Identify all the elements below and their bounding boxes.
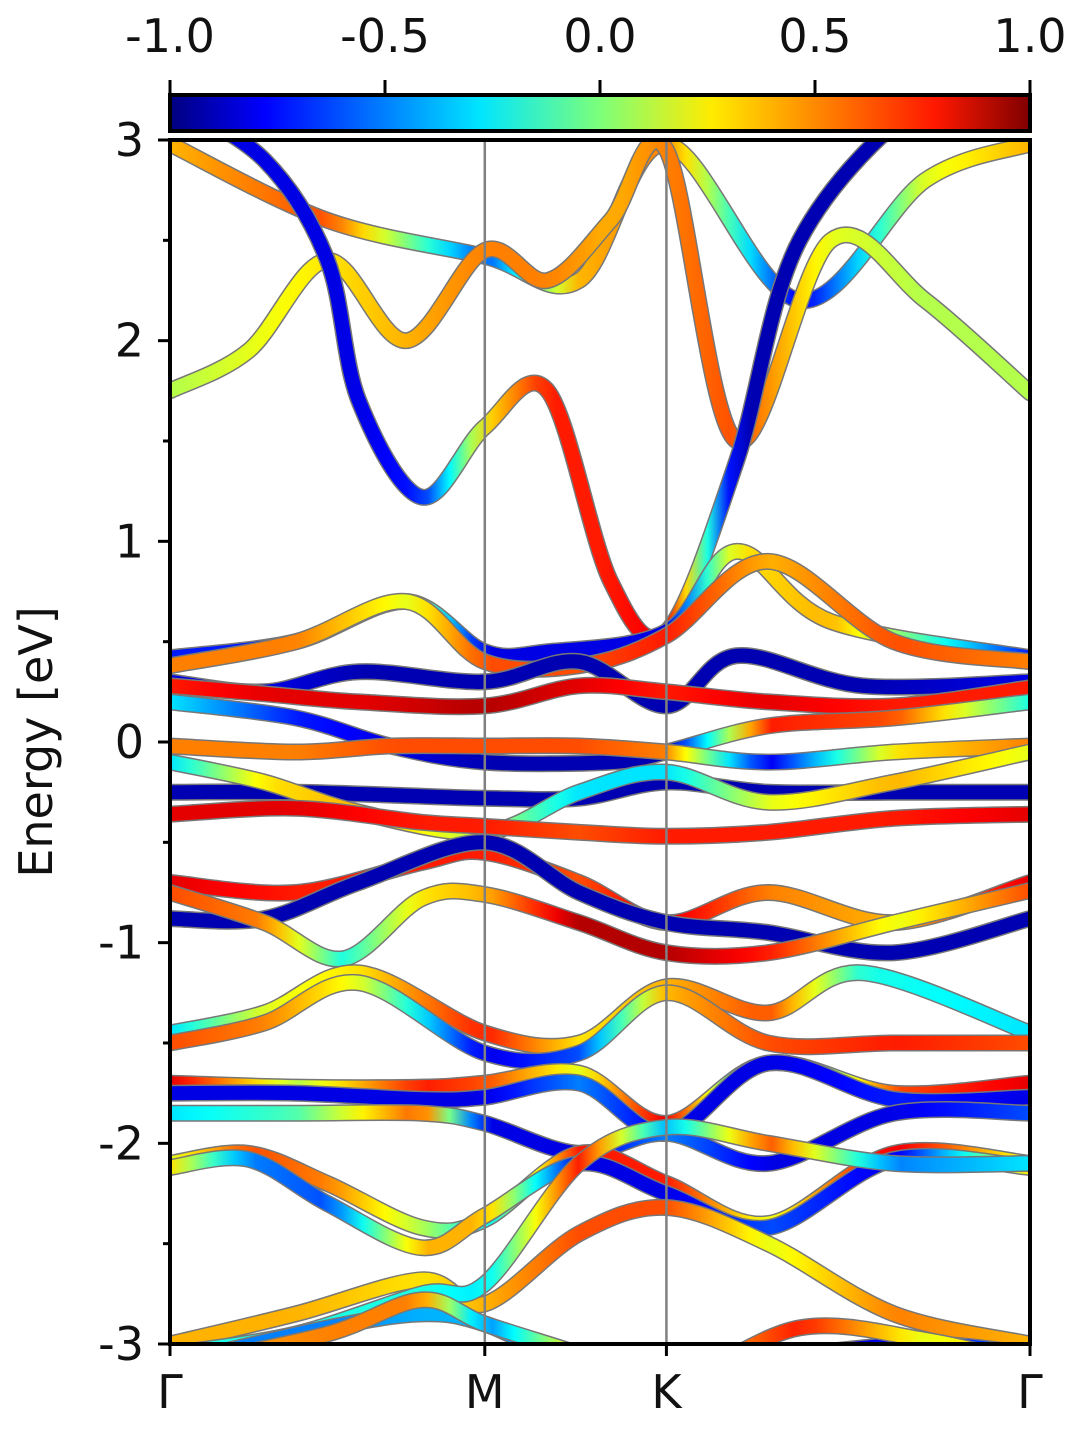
- band-line: [170, 1055, 1030, 1141]
- band-line: [170, 648, 1030, 713]
- band-line: [170, 835, 1030, 960]
- x-tick-label: Γ: [1017, 1365, 1043, 1419]
- y-tick-label: 2: [115, 314, 144, 368]
- y-tick-label: 1: [115, 514, 144, 568]
- colorbar-tick-label: -1.0: [125, 9, 215, 63]
- colorbar: [168, 93, 1032, 133]
- y-axis-ticks: -3 -2 -1 0 1 2 3: [98, 113, 170, 1371]
- band-line: [170, 694, 1030, 771]
- band-line: [252, 1292, 980, 1344]
- y-tick-label: -3: [98, 1317, 144, 1371]
- band-line: [170, 140, 1030, 449]
- colorbar-ticks: -1.0 -0.5 0.0 0.5 1.0: [125, 9, 1067, 95]
- x-tick-label: M: [465, 1365, 505, 1419]
- band-line: [170, 1149, 1030, 1255]
- colorbar-tick-label: 0.5: [778, 9, 851, 63]
- y-tick-label: 0: [115, 715, 144, 769]
- y-tick-label: -2: [98, 1116, 144, 1170]
- x-tick-label: K: [651, 1365, 683, 1419]
- y-tick-label: -1: [98, 916, 144, 970]
- band-lines: [170, 140, 1030, 1344]
- band-line: [226, 140, 888, 645]
- y-tick-label: 3: [115, 113, 144, 167]
- band-line: [170, 975, 1030, 1069]
- x-tick-label: Γ: [157, 1365, 183, 1419]
- band-line: [170, 745, 1030, 840]
- colorbar-tick-label: 0.0: [563, 9, 636, 63]
- y-axis-label: Energy [eV]: [9, 606, 63, 877]
- band-line: [170, 738, 1030, 770]
- band-line: [170, 678, 1030, 714]
- high-symmetry-lines: [483, 140, 668, 1344]
- band-line: [170, 801, 1030, 844]
- band-line: [170, 1200, 1030, 1344]
- colorbar-tick-label: -0.5: [340, 9, 430, 63]
- band-line: [170, 883, 1030, 966]
- colorbar-tick-label: 1.0: [993, 9, 1066, 63]
